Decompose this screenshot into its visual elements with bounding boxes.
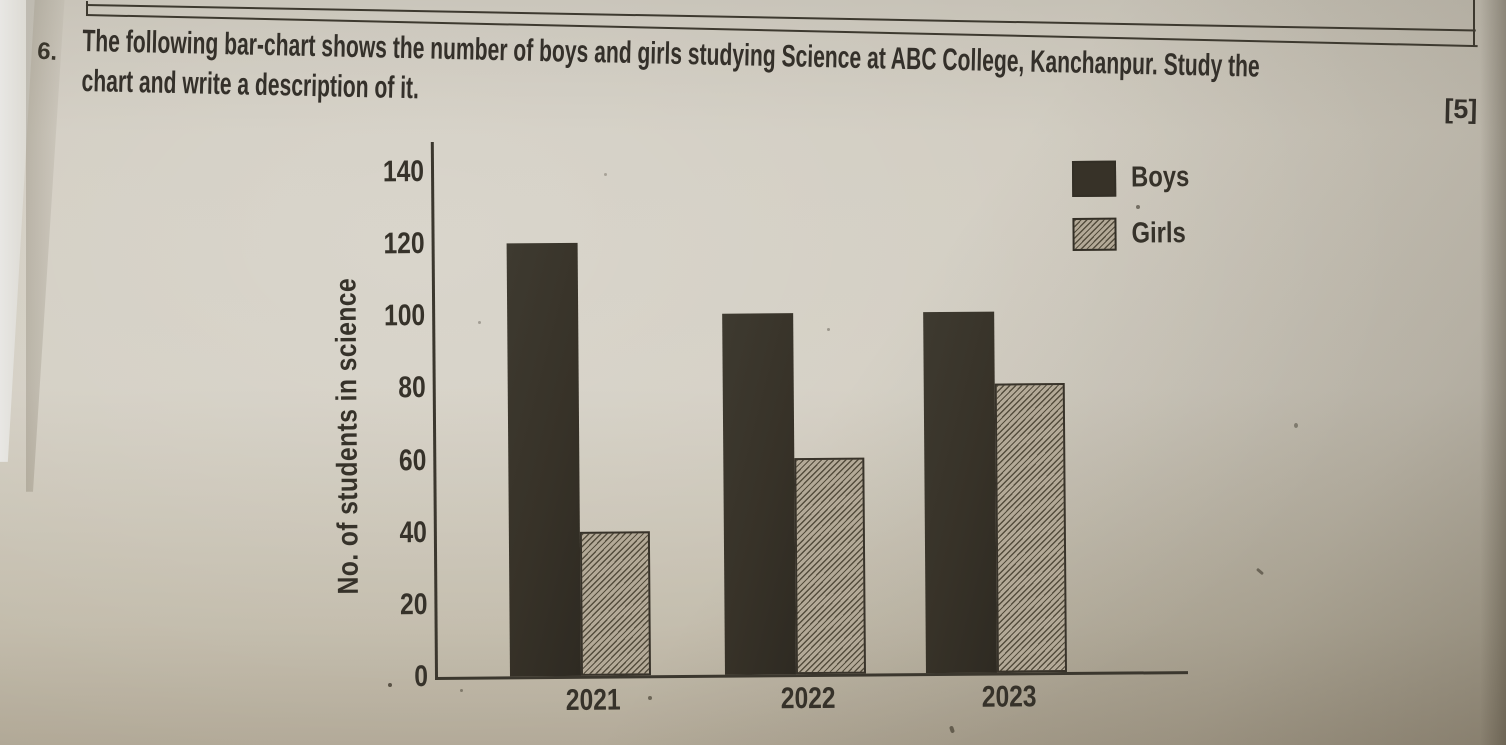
photo-speck (827, 328, 830, 331)
y-tick-label: 120 (383, 227, 425, 261)
previous-box-corner (86, 1, 88, 16)
bar-girls-2022 (794, 457, 866, 675)
bar-boys-2021 (506, 242, 581, 677)
previous-box-corner (1473, 0, 1475, 46)
legend-swatch-boys (1071, 160, 1117, 197)
bar-girls-2021 (579, 531, 651, 676)
photo-speck (388, 683, 392, 687)
y-tick-label: 60 (398, 443, 427, 477)
bar-girls-2023 (994, 383, 1067, 673)
photo-speck (478, 321, 481, 324)
plot-area: Boys Girls 0 20 40 60 80 100 120 140 2021 2022 202… (383, 136, 1189, 717)
y-tick-label: 0 (414, 660, 429, 694)
photo-speck (648, 696, 652, 700)
legend-swatch-girls (1072, 217, 1117, 251)
legend-label-girls: Girls (1131, 217, 1186, 250)
y-tick-label: 20 (399, 587, 428, 622)
y-tick-label: 40 (399, 515, 427, 550)
y-tick-label: 80 (398, 371, 426, 405)
legend-item-girls: Girls (1072, 215, 1202, 253)
legend: Boys Girls (1071, 159, 1203, 272)
y-tick-label: 100 (383, 299, 426, 333)
x-tick-label: 2022 (780, 681, 836, 716)
bar-boys-2023 (923, 311, 997, 674)
photo-speck (1294, 423, 1298, 428)
page-right-shade (1480, 0, 1506, 745)
x-tick-label: 2021 (565, 683, 621, 717)
bar-boys-2022 (722, 313, 796, 675)
legend-label-boys: Boys (1130, 161, 1190, 194)
photo-speck (604, 173, 607, 176)
photo-speck (1136, 205, 1140, 209)
legend-item-boys: Boys (1071, 159, 1202, 197)
x-tick-label: 2023 (981, 680, 1037, 714)
photo-speck (460, 689, 463, 692)
y-tick-label: 140 (382, 155, 425, 189)
